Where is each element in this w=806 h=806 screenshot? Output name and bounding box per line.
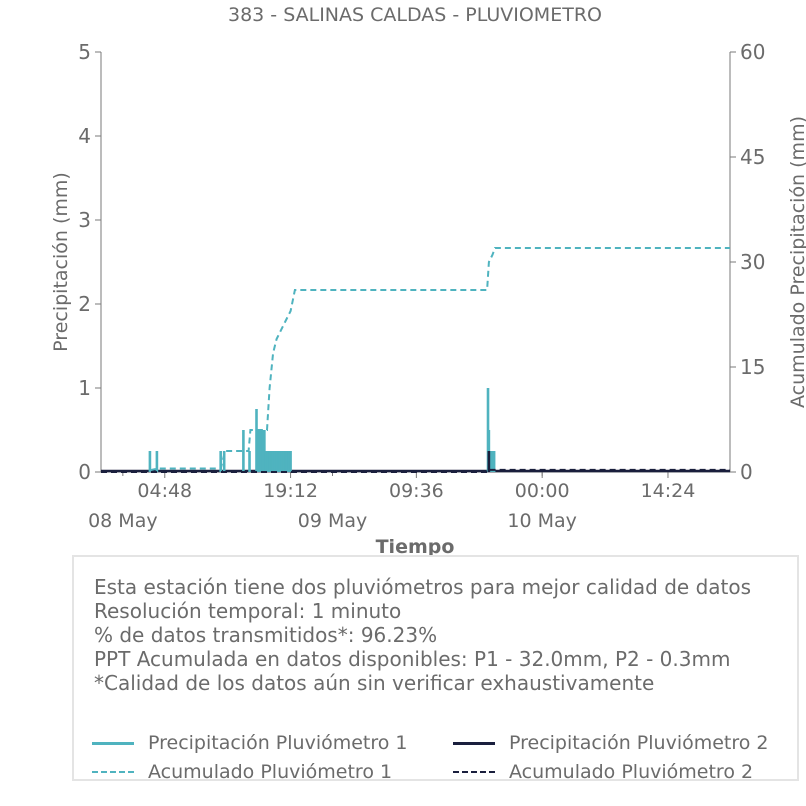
precip-p1-bar bbox=[219, 451, 222, 472]
precipitation-chart: 383 - SALINAS CALDAS - PLUVIOMETRO 0 1 2 3 4… bbox=[50, 4, 806, 556]
y-axis-right-label: Acumulado Precipitación (mm) bbox=[787, 116, 806, 408]
precip-p1-bar bbox=[257, 430, 261, 472]
precip-p1-bar bbox=[248, 451, 251, 472]
precip-p1-bar bbox=[148, 451, 152, 472]
legend-swatch-dashed-navy bbox=[453, 771, 495, 773]
info-line-resolution: Resolución temporal: 1 minuto bbox=[94, 599, 402, 623]
legend-label: Precipitación Pluviómetro 1 bbox=[148, 732, 408, 754]
y-left-tick-label: 1 bbox=[78, 376, 91, 400]
legend-item-accum-p1: Acumulado Pluviómetro 1 bbox=[92, 760, 392, 784]
precip-p1-bar bbox=[222, 451, 226, 472]
x-date-label: 09 May bbox=[298, 510, 368, 532]
info-line-quality-note: *Calidad de los datos aún sin verificar … bbox=[94, 671, 655, 695]
precip-p1-bar bbox=[491, 451, 494, 472]
precip-p1-bar bbox=[492, 451, 496, 472]
precip-p1-bar bbox=[278, 451, 282, 472]
precip-p1-bar bbox=[284, 451, 287, 472]
y-left-tick-label: 5 bbox=[78, 40, 91, 64]
precip-p1-bar bbox=[271, 451, 275, 472]
precip-p1-bar bbox=[263, 430, 266, 472]
x-tick-label: 04:48 bbox=[137, 480, 192, 502]
precip-p1-bar bbox=[266, 451, 270, 472]
x-axis-label: Tiempo bbox=[376, 536, 455, 556]
precip-p1-bar bbox=[259, 430, 263, 472]
y-axis-left-label: Precipitación (mm) bbox=[50, 172, 72, 352]
x-date-label: 08 May bbox=[88, 510, 158, 532]
info-line-transmitted: % de datos transmitidos*: 96.23% bbox=[94, 623, 438, 647]
x-tick-label: 09:36 bbox=[389, 480, 444, 502]
precip-p1-bar bbox=[268, 451, 271, 472]
precip-p2-bar bbox=[487, 451, 491, 472]
x-tick-label: 14:24 bbox=[641, 480, 696, 502]
y-left-tick-label: 3 bbox=[78, 208, 91, 232]
precip-p1-bar bbox=[256, 430, 259, 472]
precip-p1-bar bbox=[287, 451, 291, 472]
legend-item-precip-p2: Precipitación Pluviómetro 2 bbox=[453, 731, 769, 755]
y-right-tick-label: 30 bbox=[740, 250, 765, 274]
y-left-tick-label: 4 bbox=[78, 124, 91, 148]
precip-p1-bar bbox=[270, 451, 273, 472]
chart-title: 383 - SALINAS CALDAS - PLUVIOMETRO bbox=[228, 4, 602, 26]
legend-swatch-solid-teal bbox=[92, 741, 134, 745]
legend-label: Acumulado Pluviómetro 2 bbox=[509, 761, 754, 783]
legend-item-accum-p2: Acumulado Pluviómetro 2 bbox=[453, 760, 753, 784]
accum-p2-line bbox=[101, 468, 730, 473]
y-left-tick-label: 2 bbox=[78, 292, 91, 316]
y-right-tick-label: 45 bbox=[740, 145, 765, 169]
x-tick-label: 19:12 bbox=[263, 480, 318, 502]
precip-p1-bar bbox=[264, 451, 268, 472]
y-right-tick-label: 15 bbox=[740, 355, 765, 379]
precip-p1-bar bbox=[273, 451, 277, 472]
precip-p1-bar bbox=[282, 451, 285, 472]
x-date-label: 10 May bbox=[507, 510, 577, 532]
precip-p1-bar bbox=[285, 451, 289, 472]
precip-p1-bar bbox=[261, 430, 264, 472]
y-right-tick-label: 0 bbox=[740, 460, 753, 484]
info-line-accumulated: PPT Acumulada en datos disponibles: P1 -… bbox=[94, 647, 731, 671]
precip-p1-bar bbox=[277, 451, 280, 472]
info-line-dual-gauge: Esta estación tiene dos pluviómetros par… bbox=[94, 575, 752, 599]
accum-p1-line bbox=[101, 247, 730, 473]
info-panel: Esta estación tiene dos pluviómetros par… bbox=[72, 555, 799, 784]
y-left-tick-label: 0 bbox=[78, 460, 91, 484]
y-right-tick-label: 60 bbox=[740, 40, 765, 64]
precip-p1-bar bbox=[242, 430, 245, 472]
precip-p1-bar bbox=[289, 451, 292, 472]
x-tick-label: 00:00 bbox=[515, 480, 570, 502]
legend-item-precip-p1: Precipitación Pluviómetro 1 bbox=[92, 731, 408, 755]
precip-p1-bar bbox=[155, 451, 159, 472]
precip-p1-bar bbox=[275, 451, 278, 472]
precip-p1-bar bbox=[489, 451, 492, 472]
legend-swatch-dashed-teal bbox=[92, 771, 134, 773]
legend-label: Acumulado Pluviómetro 1 bbox=[148, 761, 393, 783]
legend-label: Precipitación Pluviómetro 2 bbox=[509, 732, 769, 754]
legend-swatch-solid-navy bbox=[453, 741, 495, 745]
precip-p1-bar bbox=[280, 451, 284, 472]
